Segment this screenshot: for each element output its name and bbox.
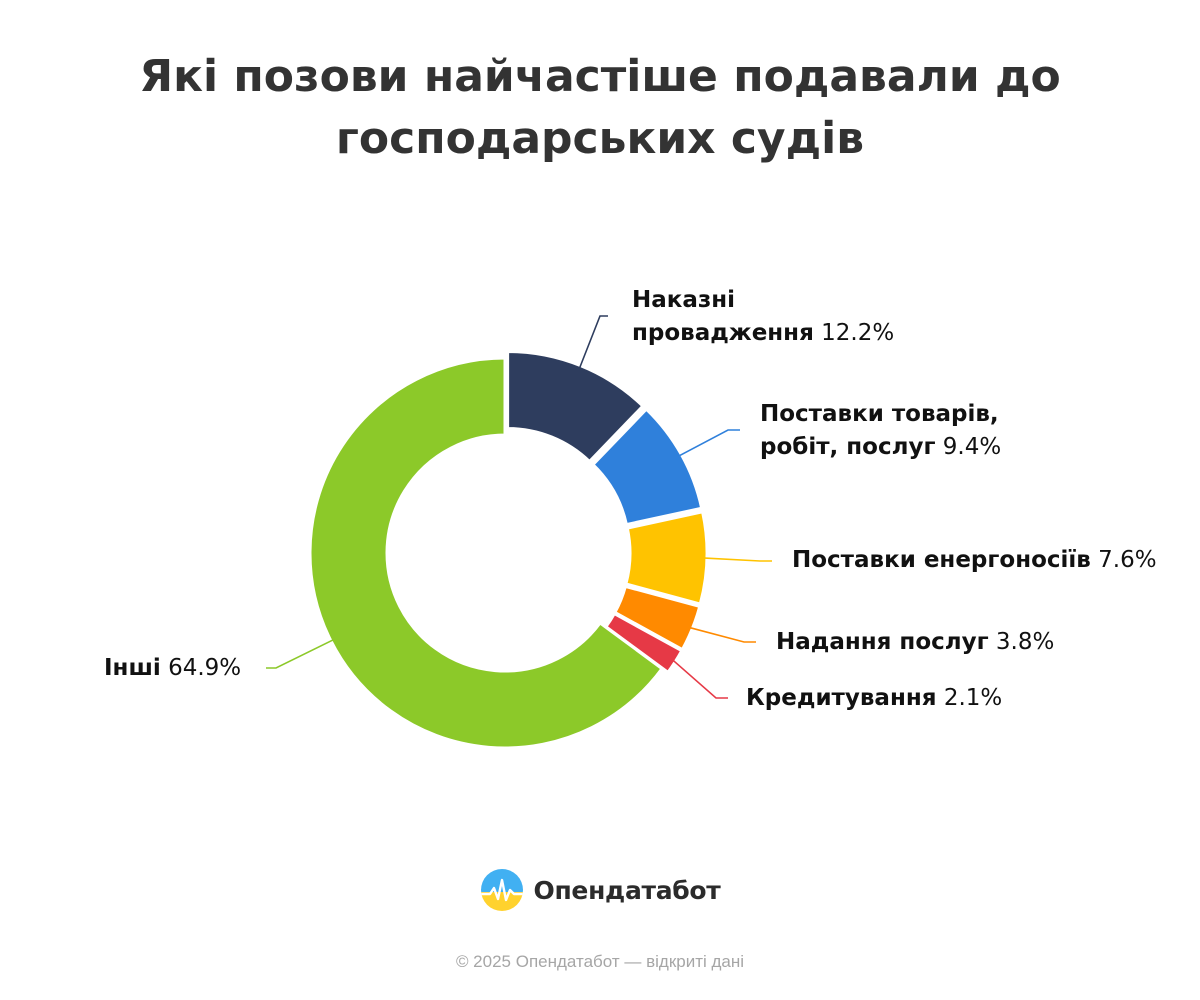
leader-line-5: [673, 660, 728, 699]
slice-value: 3.8%: [988, 629, 1055, 655]
chart-title-line-2: господарських судів: [335, 113, 865, 164]
donut-slice-2: [591, 407, 704, 527]
slice-name: Інші: [104, 655, 161, 681]
slice-label-line-1: Кредитування 2.1%: [746, 682, 1002, 715]
leader-line-1: [579, 315, 608, 368]
slice-name: Кредитування: [746, 685, 937, 711]
opendatabot-logo-icon: [480, 869, 523, 911]
slice-label-3: Поставки енергоносіїв 7.6%: [792, 544, 1157, 577]
slice-value: 2.1%: [936, 685, 1003, 711]
slice-name: Наказні: [632, 287, 736, 313]
slice-label-5: Кредитування 2.1%: [746, 682, 1002, 715]
leader-line-6: [266, 639, 334, 669]
slice-value: 12.2%: [813, 320, 895, 346]
chart-title-line-1: Які позови найчастіше подавали до: [139, 51, 1061, 102]
chart-title: Які позови найчастіше подавали до господ…: [0, 46, 1200, 170]
slice-label-6: Інші 64.9%: [104, 652, 241, 685]
slice-name-cont: провадження: [632, 320, 814, 346]
slice-label-2: Поставки товарів, робіт, послуг 9.4%: [760, 398, 1001, 464]
leader-line-2: [679, 429, 740, 457]
donut-slice-1: [506, 350, 645, 464]
slice-label-4: Надання послуг 3.8%: [776, 626, 1054, 659]
slice-name-cont: робіт, послуг: [760, 434, 936, 460]
slice-name: Надання послуг: [776, 629, 989, 655]
slice-name: Поставки енергоносіїв: [792, 547, 1091, 573]
donut-slice-3: [624, 510, 709, 606]
slice-label-line-1: Наказні: [632, 284, 894, 317]
donut-slice-6: [308, 356, 664, 750]
slice-value: 64.9%: [160, 655, 242, 681]
slice-label-line-1: Інші 64.9%: [104, 652, 241, 685]
leader-line-3: [704, 557, 772, 562]
slice-label-1: Наказні провадження 12.2%: [632, 284, 894, 350]
slice-label-line-1: Поставки товарів,: [760, 398, 1001, 431]
slice-label-line-2: робіт, послуг 9.4%: [760, 431, 1001, 464]
slice-label-line-1: Поставки енергоносіїв 7.6%: [792, 544, 1157, 577]
leader-line-4: [690, 627, 756, 643]
brand-logo: Опендатабот: [0, 868, 1200, 912]
slice-label-line-2: провадження 12.2%: [632, 317, 894, 350]
donut-slices: [308, 350, 709, 750]
slice-name: Поставки товарів,: [760, 401, 999, 427]
footer-copyright: © 2025 Опендатабот — відкриті дані: [455, 952, 745, 971]
logo-text: Опендатабот: [533, 875, 721, 905]
slice-value: 7.6%: [1090, 547, 1157, 573]
slice-label-line-1: Надання послуг 3.8%: [776, 626, 1054, 659]
leader-lines: [266, 315, 772, 699]
slice-value: 9.4%: [935, 434, 1002, 460]
